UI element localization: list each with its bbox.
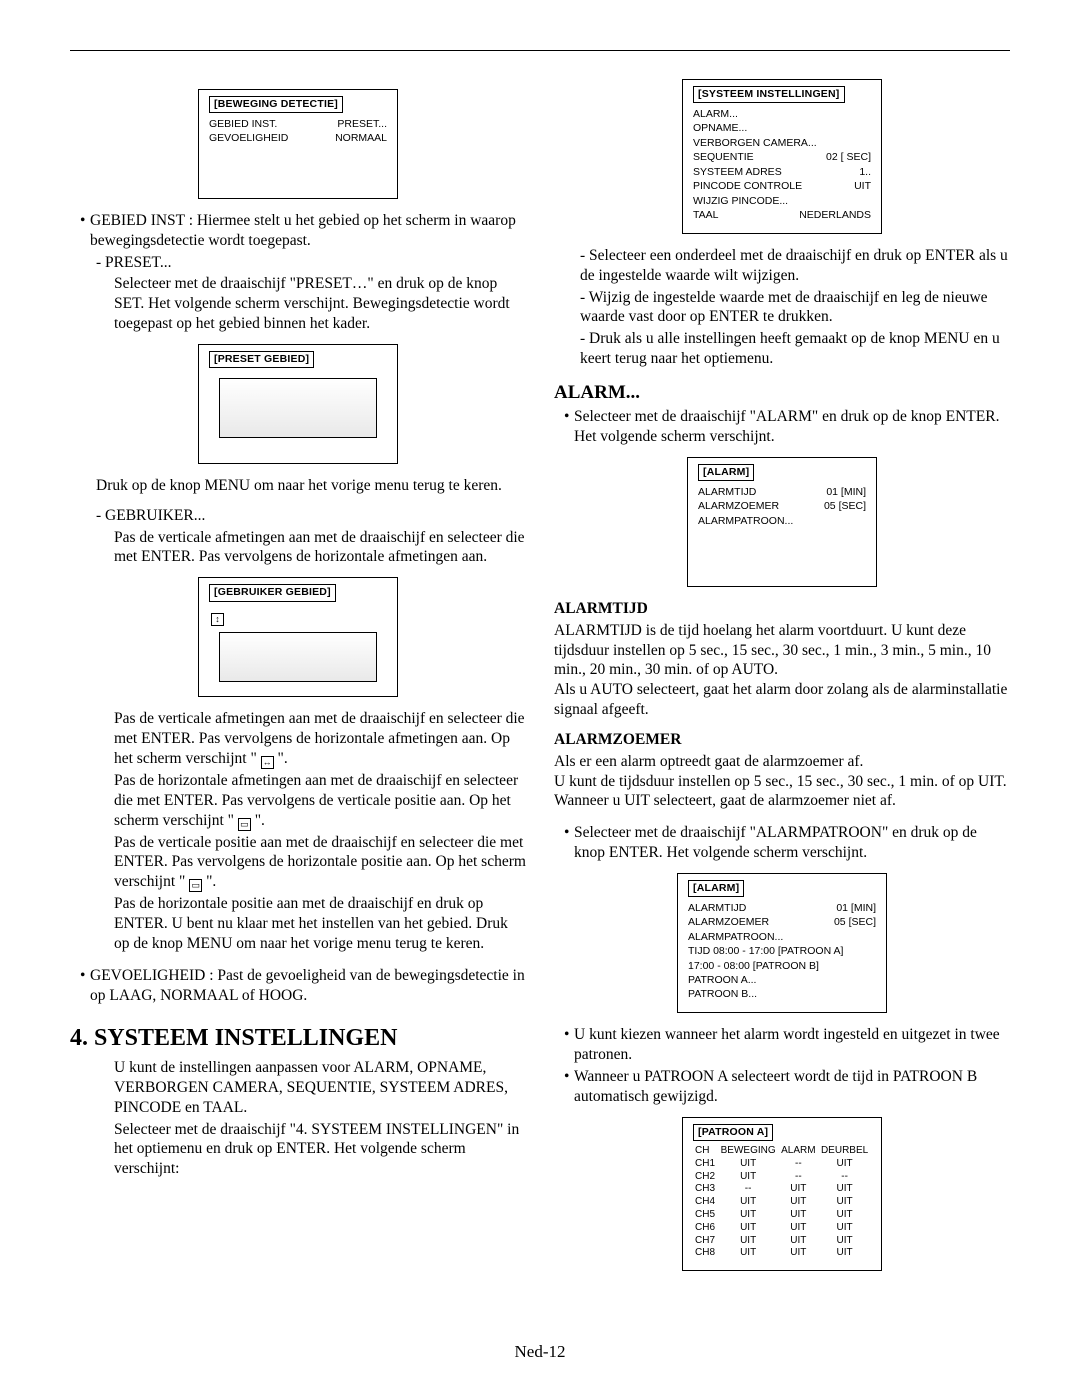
alarmtijd-p1: ALARMTIJD is de tijd hoelang het alarm v… — [554, 621, 1010, 680]
table-row: CH2UIT---- — [693, 1171, 871, 1184]
sys-dash-3: - Druk als u alle instellingen heeft gem… — [580, 329, 1010, 369]
alarm-box-2: [ALARM] ALARMTIJD01 [MIN]ALARMZOEMER05 [… — [677, 873, 887, 1014]
table-header: DEURBEL — [818, 1145, 871, 1158]
section-4-p2: Selecteer met de draaischijf "4. SYSTEEM… — [114, 1120, 526, 1179]
table-row: CH4UITUITUIT — [693, 1196, 871, 1209]
menu-row: GEVOELIGHEIDNORMAAL — [209, 132, 387, 146]
dash-gebruiker: - GEBRUIKER... — [96, 506, 526, 526]
preset-gebied-box: [PRESET GEBIED] — [198, 344, 398, 464]
para-4: Pas de horizontale positie aan met de dr… — [114, 894, 526, 953]
menu-line: TIJD 08:00 - 17:00 [PATROON A] — [688, 945, 876, 959]
menu-row: VERBORGEN CAMERA... — [693, 136, 871, 150]
menu-row: GEBIED INST.PRESET... — [209, 117, 387, 131]
alarmzoemer-heading: ALARMZOEMER — [554, 730, 1010, 750]
menu-row: OPNAME... — [693, 122, 871, 136]
table-header: BEWEGING — [718, 1145, 779, 1158]
sys-dash-2: - Wijzig de ingestelde waarde met de dra… — [580, 288, 1010, 328]
alarmzoemer-p2: U kunt de tijdsduur instellen op 5 sec.,… — [554, 772, 1010, 812]
para-3: Pas de verticale positie aan met de draa… — [114, 833, 526, 893]
systeem-instellingen-box: [SYSTEEM INSTELLINGEN] ALARM...OPNAME...… — [682, 79, 882, 234]
table-row: CH6UITUITUIT — [693, 1222, 871, 1235]
menu-title: [PRESET GEBIED] — [209, 351, 314, 368]
resize-horiz-icon: ↔ — [261, 756, 274, 769]
table-row: CH8UITUITUIT — [693, 1247, 871, 1260]
menu-line: PATROON A... — [688, 973, 876, 987]
bullet-text: GEBIED INST : Hiermee stelt u het gebied… — [90, 211, 526, 251]
menu-title: [BEWEGING DETECTIE] — [209, 96, 343, 113]
beweging-detectie-box: [BEWEGING DETECTIE] GEBIED INST.PRESET..… — [198, 89, 398, 199]
alarmtijd-p2: Als u AUTO selecteert, gaat het alarm do… — [554, 680, 1010, 720]
menu-row: PINCODE CONTROLEUIT — [693, 180, 871, 194]
bullet-text: GEVOELIGHEID : Past de gevoeligheid van … — [90, 966, 526, 1006]
sys-dash-1: - Selecteer een onderdeel met de draaisc… — [580, 246, 1010, 286]
alarm-bullet: • Selecteer met de draaischijf "ALARM" e… — [564, 407, 1010, 447]
menu-row: SYSTEEM ADRES1.. — [693, 165, 871, 179]
dash-gebruiker-body: Pas de verticale afmetingen aan met de d… — [114, 528, 526, 568]
menu-row: ALARMZOEMER05 [SEC] — [688, 916, 876, 930]
para-2: Pas de horizontale afmetingen aan met de… — [114, 771, 526, 831]
menu-title: [GEBRUIKER GEBIED] — [209, 584, 336, 601]
page-number: Ned-12 — [0, 1342, 1080, 1362]
menu-row: SEQUENTIE02 [ SEC] — [693, 151, 871, 165]
preview-area — [219, 632, 377, 682]
menu-line: 17:00 - 08:00 [PATROON B] — [688, 959, 876, 973]
move-horiz-icon: ▭ — [189, 879, 202, 892]
table-header: CH — [693, 1145, 718, 1158]
patroon-bullet-2: • Wanneer u PATROON A selecteert wordt d… — [564, 1067, 1010, 1107]
table-row: CH7UITUITUIT — [693, 1235, 871, 1248]
section-4-p1: U kunt de instellingen aanpassen voor AL… — [114, 1058, 526, 1117]
table-row: CH1UIT--UIT — [693, 1158, 871, 1171]
dash-preset: - PRESET... — [96, 253, 526, 273]
menu-row: ALARM... — [693, 107, 871, 121]
menu-row: ALARMTIJD01 [MIN] — [698, 485, 866, 499]
menu-row: WIJZIG PINCODE... — [693, 194, 871, 208]
two-column-layout: [BEWEGING DETECTIE] GEBIED INST.PRESET..… — [70, 79, 1010, 1283]
bullet-dot: • — [80, 966, 90, 986]
patroon-bullet-1: • U kunt kiezen wanneer het alarm wordt … — [564, 1025, 1010, 1065]
left-column: [BEWEGING DETECTIE] GEBIED INST.PRESET..… — [70, 79, 526, 1283]
table-row: CH5UITUITUIT — [693, 1209, 871, 1222]
menu-row: ALARMPATROON... — [698, 514, 866, 528]
table-row: CH3--UITUIT — [693, 1183, 871, 1196]
alarm-heading: ALARM... — [554, 381, 1010, 405]
section-4-heading: 4. SYSTEEM INSTELLINGEN — [70, 1023, 526, 1054]
para-1: Pas de verticale afmetingen aan met de d… — [114, 709, 526, 769]
bullet-gebied-inst: • GEBIED INST : Hiermee stelt u het gebi… — [80, 211, 526, 251]
patroon-a-box: [PATROON A] CHBEWEGINGALARMDEURBELCH1UIT… — [682, 1117, 882, 1272]
move-vert-icon: ▭ — [238, 818, 251, 831]
bullet-dot: • — [80, 211, 90, 231]
menu-title: [ALARM] — [698, 464, 754, 481]
preview-area — [219, 378, 377, 438]
dash-preset-body: Selecteer met de draaischijf "PRESET…" e… — [114, 274, 526, 333]
table-header: ALARM — [779, 1145, 819, 1158]
after-preset-text: Druk op de knop MENU om naar het vorige … — [96, 476, 526, 496]
top-rule — [70, 50, 1010, 51]
alarmtijd-heading: ALARMTIJD — [554, 599, 1010, 619]
menu-title: [PATROON A] — [693, 1124, 773, 1141]
menu-row: TAALNEDERLANDS — [693, 209, 871, 223]
alarmzoemer-p1: Als er een alarm optreedt gaat de alarmz… — [554, 752, 1010, 772]
menu-row: ALARMPATROON... — [688, 930, 876, 944]
resize-vert-icon: ↕ — [211, 613, 224, 626]
bullet-gevoeligheid: • GEVOELIGHEID : Past de gevoeligheid va… — [80, 966, 526, 1006]
alarm-box-1: [ALARM] ALARMTIJD01 [MIN]ALARMZOEMER05 [… — [687, 457, 877, 587]
menu-row: ALARMZOEMER05 [SEC] — [698, 500, 866, 514]
alarmpatroon-bullet: • Selecteer met de draaischijf "ALARMPAT… — [564, 823, 1010, 863]
patroon-table: CHBEWEGINGALARMDEURBELCH1UIT--UITCH2UIT-… — [693, 1145, 871, 1260]
right-column: [SYSTEEM INSTELLINGEN] ALARM...OPNAME...… — [554, 79, 1010, 1283]
menu-title: [SYSTEEM INSTELLINGEN] — [693, 86, 845, 103]
menu-row: ALARMTIJD01 [MIN] — [688, 901, 876, 915]
menu-line: PATROON B... — [688, 988, 876, 1002]
menu-title: [ALARM] — [688, 880, 744, 897]
gebruiker-gebied-box: [GEBRUIKER GEBIED] ↕ — [198, 577, 398, 697]
